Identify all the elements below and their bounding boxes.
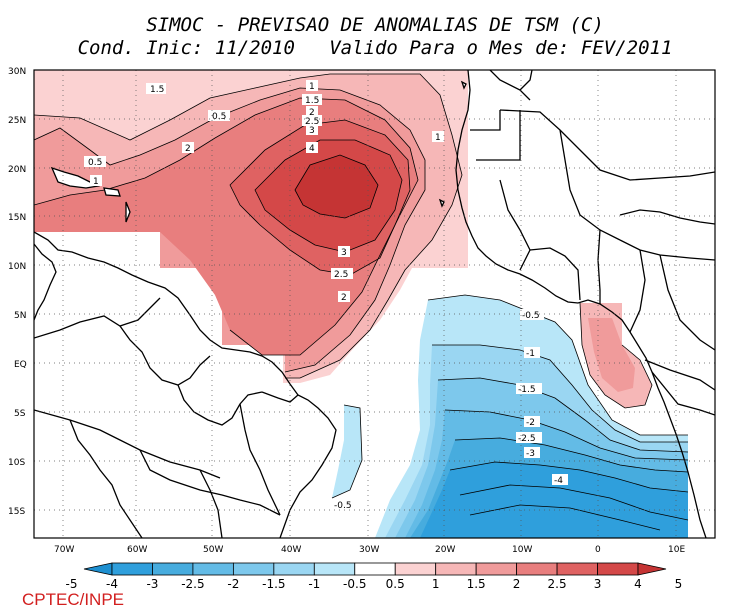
lat-label-15n: 15N [8, 213, 26, 223]
colorbar-swatch-10 [475, 562, 518, 576]
colorbar-label-10: 1.5 [467, 577, 486, 591]
colorbar-label-5: -1.5 [262, 577, 285, 591]
colorbar-swatch-14 [637, 562, 667, 576]
negative-contour-labels: -0.5 -1 -1.5 -2 -2.5 -3 -4 -0.5 [332, 309, 568, 511]
colorbar-label-2: -3 [146, 577, 158, 591]
colorbar-label-12: 2.5 [548, 577, 567, 591]
contour-label-2-w: 2 [185, 144, 191, 154]
negative-anomaly-0-5-west [332, 405, 362, 498]
map-title-line-1: SIMOC - PREVISAO DE ANOMALIAS DE TSM (C) [146, 14, 604, 36]
colorbar-label-4: -2 [227, 577, 239, 591]
anomaly-fields: 1.5 0.5 0.5 1 2 1 1.5 2 2.5 3 4 1 3 2.5 … [34, 70, 715, 538]
contour-label-3-top: 3 [309, 126, 315, 136]
negative-anomaly-3 [420, 462, 688, 538]
contour-label-2-5-top: 2.5 [305, 117, 319, 127]
colorbar-label-13: 3 [594, 577, 602, 591]
lon-label-70w: 70W [54, 545, 74, 555]
lon-label-0: 0 [595, 545, 601, 555]
lon-label-10e: 10E [668, 545, 685, 555]
map-title-line-2: Cond. Inic: 11/2010 Valido Para o Mes de… [77, 37, 673, 59]
lat-label-eq: EQ [14, 360, 27, 370]
colorbar-swatch-5 [273, 562, 315, 576]
negative-contour-lines [331, 294, 689, 531]
colorbar-swatch-0 [83, 562, 113, 576]
contour-label-neg-3: -3 [526, 449, 535, 459]
colorbar-swatch-12 [556, 562, 598, 576]
colorbar-swatch-9 [435, 562, 477, 576]
colorbar-label-11: 2 [513, 577, 521, 591]
contour-label-2-5-south: 2.5 [334, 270, 348, 280]
lat-label-30n: 30N [8, 67, 26, 77]
lon-label-20w: 20W [435, 545, 455, 555]
contour-label-neg-1-5: -1.5 [518, 385, 536, 395]
lat-lon-grid [34, 70, 715, 538]
contour-label-neg-0-5-east: -0.5 [522, 311, 540, 321]
lat-label-20n: 20N [8, 165, 26, 175]
latitude-axis: 30N 25N 20N 15N 10N 5N EQ 5S 10S 15S [8, 67, 27, 517]
contour-label-3-south: 3 [341, 248, 347, 258]
contour-label-neg-1: -1 [526, 349, 535, 359]
contour-label-1-top: 1 [309, 82, 315, 92]
colorbar-label-0: -5 [66, 577, 78, 591]
colorbar-swatch-6 [313, 562, 356, 576]
colorbar: -5 -4 -3 -2.5 -2 -1.5 -1 -0.5 0.5 1 1.5 2 2.5 3 4 5 [66, 562, 683, 591]
contour-label-2-top: 2 [309, 108, 315, 118]
colorbar-label-3: -2.5 [181, 577, 204, 591]
colorbar-swatch-3 [192, 562, 234, 576]
lon-label-60w: 60W [127, 545, 147, 555]
contour-label-1-w: 1 [93, 177, 99, 187]
contour-label-4-center: 4 [309, 144, 315, 154]
contour-label-0-5-n: 0.5 [212, 112, 226, 122]
contour-label-neg-2-5: -2.5 [518, 434, 536, 444]
colorbar-swatch-11 [516, 562, 558, 576]
colorbar-swatch-2 [152, 562, 194, 576]
colorbar-label-1: -4 [106, 577, 118, 591]
colorbar-swatch-13 [597, 562, 639, 576]
lat-label-10s: 10S [8, 458, 25, 468]
lon-label-40w: 40W [281, 545, 301, 555]
colorbar-label-9: 1 [432, 577, 440, 591]
coastlines [34, 70, 715, 538]
colorbar-label-15: 5 [675, 577, 683, 591]
contour-label-2-south: 2 [341, 293, 347, 303]
lon-label-10w: 10W [512, 545, 532, 555]
contour-label-neg-2: -2 [526, 418, 535, 428]
lat-label-10n: 10N [8, 262, 26, 272]
colorbar-swatch-7 [354, 562, 396, 576]
colorbar-swatch-8 [394, 562, 437, 576]
contour-label-0-5-w: 0.5 [88, 158, 102, 168]
contour-label-1-5-top: 1.5 [305, 96, 319, 106]
colorbar-swatch-1 [111, 562, 153, 576]
contour-label-1-5-nw: 1.5 [150, 85, 164, 95]
contour-label-neg-4: -4 [554, 476, 563, 486]
colorbar-label-7: -0.5 [343, 577, 366, 591]
colorbar-swatch-4 [232, 562, 275, 576]
credit-cptec-inpe: CPTEC/INPE [22, 590, 125, 609]
colorbar-label-14: 4 [634, 577, 642, 591]
positive-anomaly-4 [295, 155, 378, 218]
positive-contour-labels: 1.5 0.5 0.5 1 2 1 1.5 2 2.5 3 4 1 3 2.5 … [84, 80, 444, 303]
colorbar-label-6: -1 [308, 577, 320, 591]
lat-label-25n: 25N [8, 116, 26, 126]
colorbar-label-8: 0.5 [386, 577, 405, 591]
lat-label-5n: 5N [14, 311, 26, 321]
longitude-axis: 70W 60W 50W 40W 30W 20W 10W 0 10E [54, 545, 685, 555]
contour-label-neg-0-5-west: -0.5 [334, 501, 352, 511]
lat-label-15s: 15S [8, 507, 25, 517]
positive-anomaly-gulf-guinea-inner [588, 318, 635, 392]
lat-label-5s: 5S [14, 409, 26, 419]
lon-label-50w: 50W [203, 545, 223, 555]
lon-label-30w: 30W [359, 545, 379, 555]
contour-label-1-east: 1 [435, 133, 441, 143]
map-frame [33, 69, 716, 539]
